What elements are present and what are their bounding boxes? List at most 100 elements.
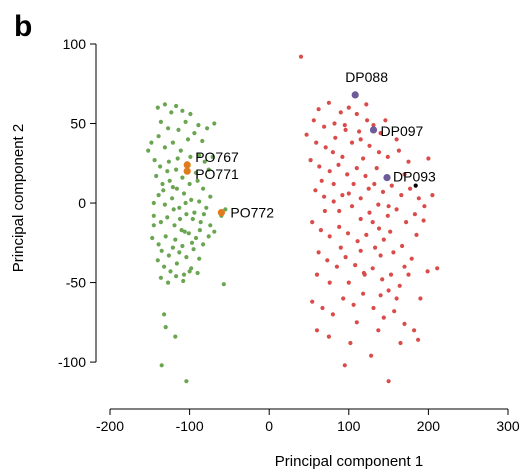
scatter-point-series-1 [397, 283, 402, 288]
scatter-point-series-0 [163, 234, 168, 239]
scatter-point-series-1 [385, 154, 390, 159]
x-tick-label: 200 [417, 418, 441, 434]
scatter-point-series-0 [185, 137, 191, 142]
scatter-point-series-1 [367, 143, 372, 148]
scatter-point-series-1 [425, 269, 430, 274]
y-tick-label: -100 [58, 354, 86, 370]
scatter-point-series-0 [154, 173, 159, 179]
scatter-point-series-0 [192, 210, 197, 215]
scatter-point-series-0 [151, 213, 156, 218]
scatter-point-series-1 [406, 272, 411, 277]
scatter-point-series-0 [177, 216, 183, 222]
scatter-point-series-0 [201, 186, 206, 191]
y-axis-title: Principal component 2 [10, 124, 27, 272]
scatter-point-series-1 [341, 296, 346, 301]
scatter-point-series-0 [187, 181, 192, 187]
scatter-point-series-1 [332, 121, 337, 126]
scatter-point-series-0 [170, 245, 175, 250]
scatter-point-series-1 [348, 340, 353, 346]
scatter-point-series-1 [311, 118, 316, 123]
highlight-point [183, 167, 191, 175]
scatter-point-series-0 [193, 170, 199, 175]
scatter-point-series-0 [193, 235, 199, 241]
panel-letter: b [14, 10, 32, 43]
scatter-point-series-0 [176, 127, 181, 132]
scatter-point-series-0 [170, 140, 175, 145]
scatter-point-series-1 [340, 154, 345, 159]
scatter-point-series-0 [158, 164, 163, 169]
scatter-point-series-1 [421, 218, 426, 223]
highlight-point-label: PO767 [195, 149, 239, 165]
scatter-point-series-1 [386, 204, 391, 209]
scatter-point-series-1 [378, 131, 383, 136]
scatter-point-series-1 [331, 199, 336, 204]
scatter-point-series-0 [166, 126, 171, 131]
scatter-point-series-1 [346, 105, 351, 110]
scatter-point-series-1 [373, 245, 378, 250]
scatter-point-series-0 [171, 207, 176, 212]
scatter-point-series-1 [316, 250, 321, 255]
scatter-point-series-0 [196, 123, 201, 128]
scatter-point-series-1 [346, 191, 351, 196]
scatter-point-series-1 [351, 181, 356, 187]
scatter-point-series-1 [310, 220, 315, 225]
scatter-point-series-0 [173, 237, 178, 242]
scatter-point-series-1 [327, 234, 332, 239]
scatter-point-series-0 [152, 158, 157, 163]
scatter-point-series-1 [396, 148, 401, 153]
y-tick-label: 0 [78, 195, 86, 211]
scatter-point-series-0 [205, 126, 210, 131]
scatter-point-series-0 [191, 247, 196, 252]
scatter-point-series-0 [160, 181, 165, 187]
scatter-point-series-1 [358, 137, 363, 142]
scatter-point-series-1 [372, 181, 377, 187]
scatter-point-series-1 [357, 129, 362, 134]
scatter-point-series-0 [165, 215, 170, 220]
scatter-point-series-1 [319, 178, 324, 183]
scatter-point-series-0 [178, 148, 183, 153]
scatter-point-series-1 [367, 210, 372, 215]
points-layer [146, 54, 440, 384]
scatter-point-series-1 [337, 224, 342, 229]
scatter-point-series-0 [189, 266, 194, 271]
x-axis: -200 -100 0 100 200 300 [96, 408, 520, 434]
scatter-point-series-1 [418, 296, 423, 301]
scatter-point-series-0 [169, 110, 174, 115]
x-tick-label: -200 [96, 418, 124, 434]
scatter-point-series-0 [175, 156, 180, 161]
scatter-point-series-0 [184, 379, 189, 384]
x-tick-label: 0 [265, 418, 273, 434]
scatter-point-series-1 [333, 135, 338, 140]
scatter-point-series-0 [197, 199, 202, 204]
scatter-point-series-0 [210, 154, 215, 159]
scatter-point-series-0 [190, 216, 195, 222]
scatter-point-series-1 [426, 156, 431, 161]
scatter-point-series-1 [406, 159, 411, 164]
scatter-point-series-1 [392, 309, 397, 314]
y-tick-label: 50 [70, 116, 86, 132]
scatter-point-series-0 [170, 185, 175, 190]
scatter-point-series-1 [376, 150, 382, 155]
scatter-point-series-1 [322, 194, 327, 199]
scatter-point-series-0 [192, 131, 197, 136]
highlight-point-label: PO772 [230, 205, 274, 221]
scatter-point-series-1 [378, 293, 383, 298]
scatter-point-series-1 [430, 193, 435, 198]
scatter-point-series-1 [370, 266, 375, 271]
scatter-point-series-0 [177, 205, 182, 210]
scatter-point-series-1 [376, 328, 381, 333]
scatter-point-series-1 [322, 124, 327, 129]
scatter-point-series-1 [422, 204, 427, 209]
scatter-point-series-1 [338, 245, 343, 250]
highlight-point [383, 174, 391, 182]
scatter-point-series-0 [172, 223, 177, 228]
scatter-point-series-0 [168, 269, 173, 274]
scatter-point-series-0 [167, 178, 172, 183]
scatter-point-series-0 [189, 240, 195, 245]
scatter-point-series-0 [201, 242, 206, 247]
scatter-point-series-0 [180, 175, 185, 180]
scatter-point-series-0 [195, 178, 200, 183]
scatter-point-series-1 [327, 280, 332, 285]
highlight-point-label: DP088 [345, 69, 388, 85]
